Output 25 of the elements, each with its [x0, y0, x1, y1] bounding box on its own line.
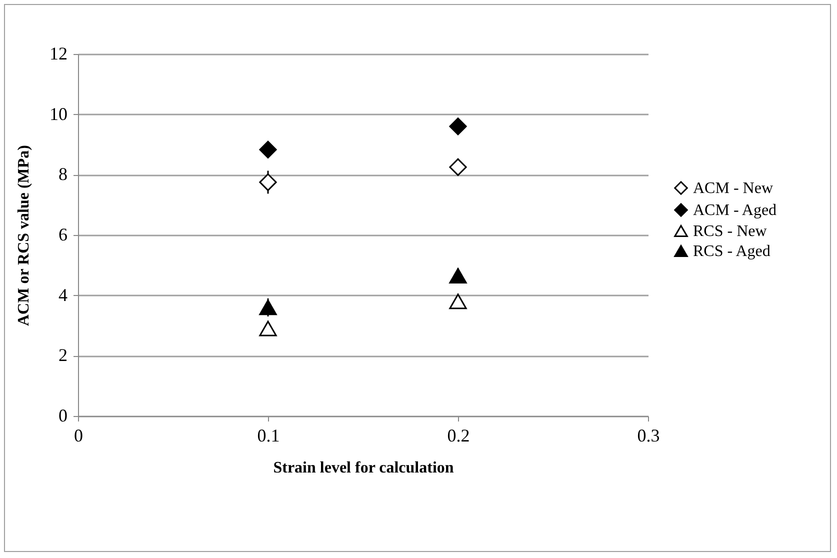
y-axis-title: ACM or RCS value (MPa) [16, 144, 32, 326]
x-tick-label: 0.2 [447, 426, 470, 446]
y-tick-label: 4 [58, 284, 68, 305]
point [449, 294, 467, 310]
y-tick-label: 2 [58, 345, 68, 366]
y-tick-label: 6 [58, 224, 68, 244]
point [259, 140, 277, 158]
y-tick-label: 10 [50, 104, 68, 124]
legend-label: ACM - Aged [693, 202, 777, 219]
point [449, 118, 467, 136]
point [449, 268, 467, 284]
y-tick-label: 0 [58, 406, 68, 426]
x-tick-label: 0.3 [637, 426, 660, 446]
x-axis-title: Strain level for calculation [273, 460, 454, 476]
point [259, 320, 277, 336]
point [259, 300, 277, 316]
legend-label: RCS - New [693, 223, 768, 240]
y-tick-label: 8 [58, 164, 68, 184]
point [449, 158, 467, 176]
legend-label: RCS - Aged [693, 243, 770, 260]
x-tick-label: 0.1 [257, 426, 280, 446]
y-tick-label: 12 [50, 44, 68, 64]
legend-label: ACM - New [693, 180, 774, 197]
point [259, 173, 277, 192]
x-tick-label: 0 [74, 426, 83, 446]
